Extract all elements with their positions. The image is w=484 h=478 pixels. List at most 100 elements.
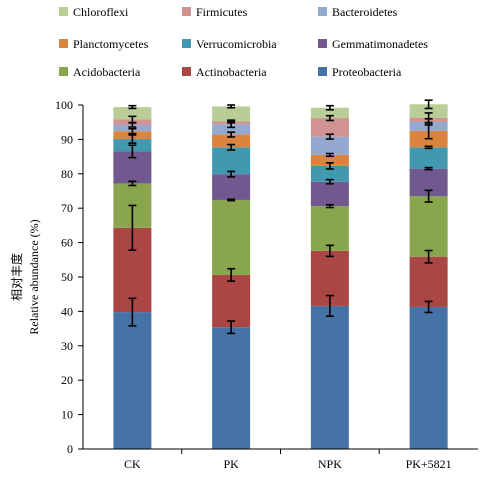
bar-acidobacteria-npk [310,206,349,251]
bar-verrucomicrobia-pk-5821 [409,147,448,169]
bar-actinobacteria-pk [212,274,251,328]
legend-swatch [318,67,327,76]
y-tick-label: 0 [67,442,73,456]
x-tick-label-pk-5821: PK+5821 [406,457,452,471]
x-tick-label-ck: CK [124,457,141,471]
error-bar-firmicutes-ck [128,115,137,124]
error-bar-bacteroidetes-npk [325,133,334,140]
legend: Chloroflexi Firmicutes Bacteroidetes Planct… [59,5,428,79]
bar-acidobacteria-pk-5821 [409,196,448,257]
error-bar-chloroflexi-pk-5821 [424,99,433,110]
legend-item-firmicutes: Firmicutes [182,5,248,19]
y-tick-label: 50 [61,270,73,284]
y-tick-label: 60 [61,236,73,250]
error-bar-actinobacteria-npk [325,244,334,258]
error-bar-proteobacteria-npk [325,294,334,318]
bar-chloroflexi-ck [113,107,152,120]
error-bar-acidobacteria-npk [325,203,334,209]
error-bar-chloroflexi-pk [227,104,236,109]
legend-swatch [59,7,68,16]
error-bar-gemmatimonadetes-npk [325,178,334,185]
error-bar-actinobacteria-pk-5821 [424,249,433,264]
error-bar-planctomycetes-ck [128,127,137,135]
bar-planctomycetes-pk [212,134,251,148]
error-bar-gemmatimonadetes-pk [227,170,236,178]
error-bar-acidobacteria-pk [227,198,236,202]
y-tick-label: 30 [61,339,73,353]
bar-planctomycetes-npk [310,154,349,166]
bar-proteobacteria-pk [212,327,251,449]
y-tick-label: 70 [61,201,73,215]
error-bar-firmicutes-pk [227,119,236,124]
error-bar-acidobacteria-pk-5821 [424,189,433,203]
bar-actinobacteria-pk-5821 [409,256,448,307]
legend-item-proteobacteria: Proteobacteria [318,65,402,79]
legend-swatch [182,7,191,16]
legend-label: Chloroflexi [73,5,129,19]
bars [113,99,448,449]
y-tick-label: 10 [61,408,73,422]
legend-swatch [182,67,191,76]
error-bar-gemmatimonadetes-ck [128,144,137,159]
y-tick-label: 80 [61,167,73,181]
error-bar-proteobacteria-pk-5821 [424,300,433,314]
error-bar-actinobacteria-ck [128,204,137,251]
bar-verrucomicrobia-npk [310,165,349,182]
x-tick-label-npk: NPK [318,457,342,471]
legend-item-verrucomicrobia: Verrucomicrobia [182,37,277,51]
bar-proteobacteria-ck [113,312,152,449]
bar-gemmatimonadetes-npk [310,181,349,207]
error-bar-verrucomicrobia-ck [128,134,137,144]
x-ticks: CK PK NPK PK+5821 [124,449,452,471]
bar-chloroflexi-npk [310,107,349,119]
error-bar-acidobacteria-ck [128,180,137,187]
legend-swatch [182,39,191,48]
legend-swatch [318,7,327,16]
y-tick-label: 40 [61,304,73,318]
legend-label: Verrucomicrobia [196,37,277,51]
legend-swatch [318,39,327,48]
bar-proteobacteria-npk [310,305,349,449]
bar-bacteroidetes-pk [212,124,251,135]
error-bar-firmicutes-pk-5821 [424,112,433,124]
legend-label: Gemmatimonadetes [332,37,428,51]
bar-acidobacteria-pk [212,199,251,275]
error-bar-proteobacteria-pk [227,320,236,335]
error-bar-planctomycetes-pk [227,131,236,138]
legend-swatch [59,67,68,76]
y-axis-label: Relative abundance (%) [27,219,41,334]
bar-chloroflexi-pk-5821 [409,104,448,118]
y-tick-label: 90 [61,132,73,146]
legend-label: Firmicutes [196,5,248,19]
error-bar-chloroflexi-npk [325,104,334,111]
legend-item-bacteroidetes: Bacteroidetes [318,5,398,19]
bar-verrucomicrobia-pk [212,147,251,175]
error-bar-planctomycetes-npk [325,152,334,158]
legend-item-acidobacteria: Acidobacteria [59,65,141,79]
y-ticks: 0 10 20 30 40 50 60 70 80 90 100 [55,98,83,456]
error-bar-chloroflexi-ck [128,104,137,110]
legend-item-actinobacteria: Actinobacteria [182,65,267,79]
legend-swatch [59,39,68,48]
error-bar-verrucomicrobia-npk [325,161,334,170]
error-bar-gemmatimonadetes-pk-5821 [424,166,433,171]
legend-label: Proteobacteria [332,65,402,79]
bar-chloroflexi-pk [212,106,251,122]
error-bar-verrucomicrobia-pk [227,143,236,151]
error-bar-firmicutes-npk [325,114,334,122]
error-bar-proteobacteria-ck [128,297,137,327]
bar-proteobacteria-pk-5821 [409,306,448,449]
error-bar-actinobacteria-pk [227,267,236,282]
legend-label: Actinobacteria [196,65,267,79]
legend-item-gemmatimonadetes: Gemmatimonadetes [318,37,428,51]
legend-label: Acidobacteria [73,65,141,79]
bar-gemmatimonadetes-pk [212,174,251,200]
bar-bacteroidetes-npk [310,136,349,155]
bar-firmicutes-npk [310,118,349,137]
x-tick-label-pk: PK [223,457,239,471]
legend-label: Planctomycetes [73,37,149,51]
legend-label: Bacteroidetes [332,5,398,19]
legend-item-chloroflexi: Chloroflexi [59,5,129,19]
y-tick-label: 100 [55,98,73,112]
